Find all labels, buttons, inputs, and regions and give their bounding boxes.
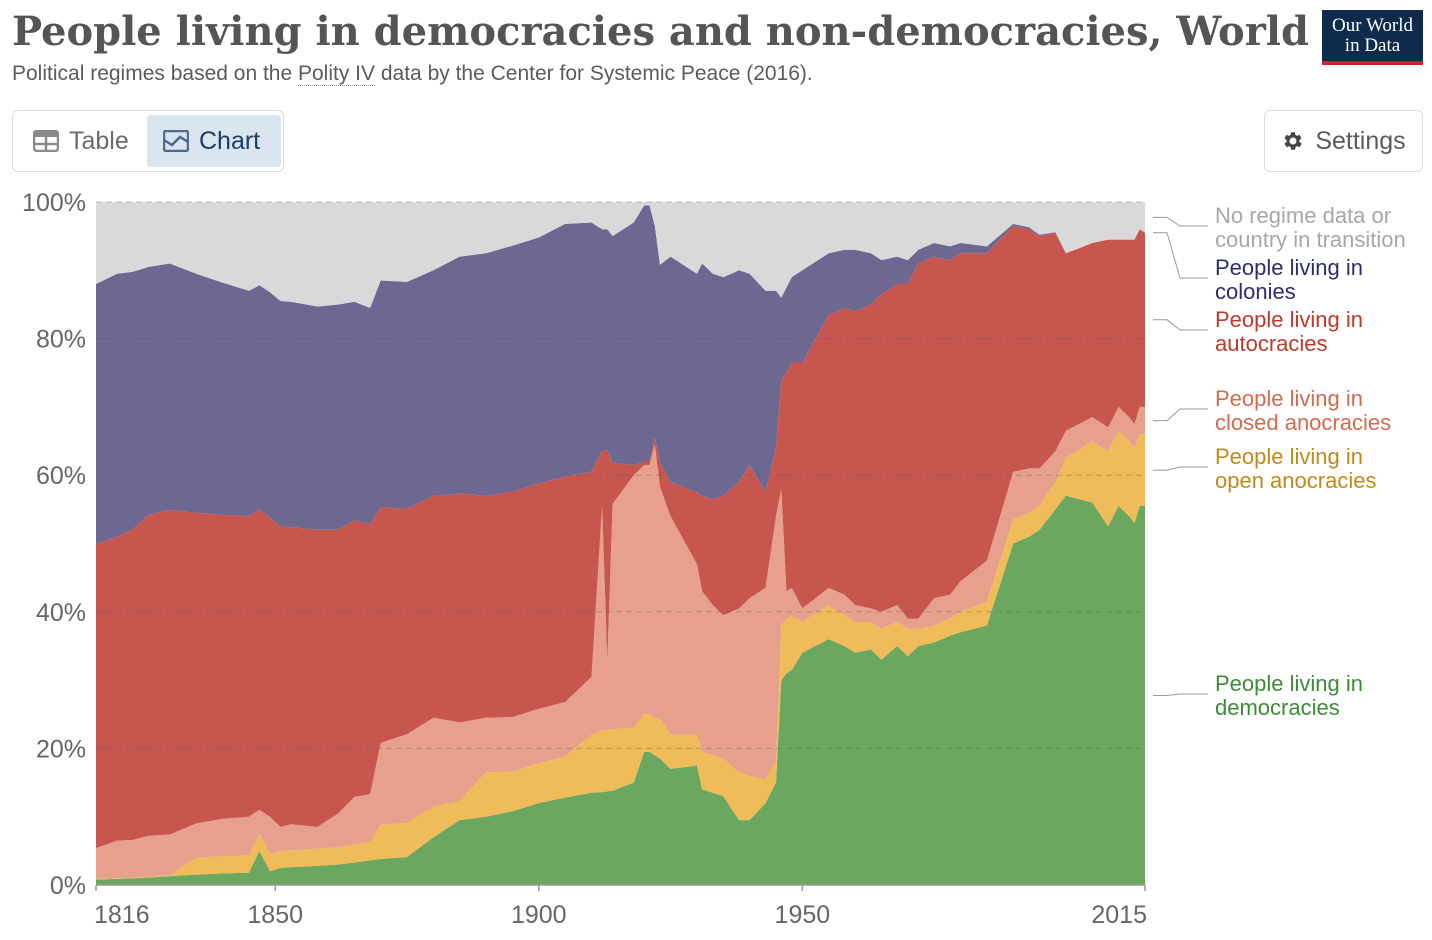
settings-label: Settings — [1315, 126, 1406, 155]
x-tick-label: 1816 — [94, 901, 150, 929]
legend-connector — [1153, 693, 1208, 696]
logo-line-1: Our World — [1332, 15, 1413, 36]
y-tick-label: 40% — [36, 599, 86, 627]
legend-label: People living in democracies — [1215, 671, 1363, 720]
area-series-5 — [96, 202, 1145, 308]
x-tick-label: 1900 — [511, 901, 567, 929]
polity-iv-link[interactable]: Polity IV — [298, 62, 376, 86]
x-tick-label: 1950 — [775, 901, 831, 929]
x-tick-label: 1850 — [247, 901, 303, 929]
subtitle-text-after: data by the Center for Systemic Peace (2… — [375, 62, 813, 85]
legend-connector — [1153, 216, 1208, 227]
settings-button[interactable]: Settings — [1264, 110, 1423, 172]
view-toggle: Table Chart — [12, 110, 284, 172]
tab-table[interactable]: Table — [17, 115, 145, 167]
legend-label: People living in autocracies — [1215, 307, 1363, 356]
tab-chart-label: Chart — [199, 126, 261, 155]
y-tick-label: 0% — [50, 872, 86, 900]
area-series-4 — [96, 205, 1145, 545]
area-series-3 — [96, 225, 1145, 849]
legend-connector — [1153, 232, 1208, 279]
owid-logo[interactable]: Our World in Data — [1322, 10, 1423, 65]
tab-table-label: Table — [69, 126, 129, 155]
chart-icon — [163, 130, 189, 152]
gear-icon — [1284, 132, 1303, 150]
legend-label: No regime data or country in transition — [1215, 203, 1406, 252]
tab-chart[interactable]: Chart — [147, 115, 281, 167]
y-tick-label: 20% — [36, 735, 86, 763]
legend-connector — [1153, 319, 1208, 331]
area-series-0 — [96, 495, 1145, 885]
chart-title: People living in democracies and non-dem… — [12, 8, 1309, 55]
x-tick-label: 2015 — [1091, 901, 1147, 929]
table-icon — [33, 130, 59, 152]
legend-label: People living in closed anocracies — [1215, 386, 1391, 435]
y-tick-label: 100% — [22, 189, 86, 217]
y-tick-label: 60% — [36, 462, 86, 490]
legend-connector — [1153, 466, 1208, 471]
y-tick-label: 80% — [36, 326, 86, 354]
area-series-2 — [96, 406, 1145, 879]
logo-line-2: in Data — [1344, 35, 1401, 56]
legend-label: People living in colonies — [1215, 255, 1363, 304]
subtitle-text-before: Political regimes based on the — [12, 62, 298, 85]
chart-subtitle: Political regimes based on the Polity IV… — [12, 62, 813, 86]
legend-label: People living in open anocracies — [1215, 444, 1376, 493]
legend-connector — [1153, 408, 1208, 422]
